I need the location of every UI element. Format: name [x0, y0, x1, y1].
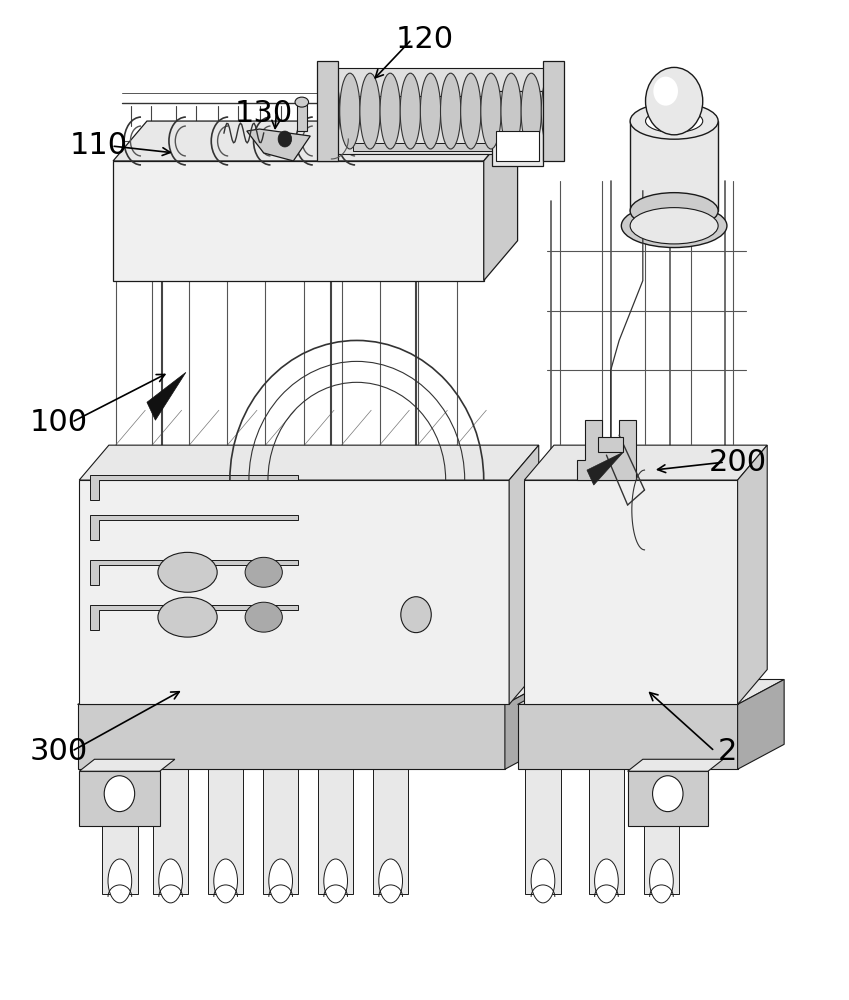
Text: 300: 300 [30, 737, 88, 766]
Polygon shape [630, 121, 718, 211]
Text: 200: 200 [709, 448, 767, 477]
Text: 130: 130 [234, 99, 293, 128]
Ellipse shape [108, 859, 132, 903]
Polygon shape [588, 759, 633, 769]
Polygon shape [102, 759, 146, 769]
Polygon shape [738, 680, 784, 769]
Ellipse shape [645, 110, 703, 132]
Circle shape [645, 67, 703, 135]
Polygon shape [208, 769, 244, 894]
Polygon shape [90, 560, 297, 585]
Ellipse shape [360, 73, 380, 149]
Polygon shape [588, 769, 624, 894]
Ellipse shape [245, 557, 283, 587]
Polygon shape [509, 445, 539, 704]
Ellipse shape [501, 73, 521, 149]
Polygon shape [644, 769, 679, 894]
Polygon shape [113, 121, 518, 161]
Ellipse shape [158, 552, 217, 592]
Polygon shape [153, 769, 188, 894]
Ellipse shape [481, 73, 501, 149]
Polygon shape [153, 759, 197, 769]
Ellipse shape [420, 73, 441, 149]
Ellipse shape [441, 73, 461, 149]
Bar [319, 68, 561, 154]
Ellipse shape [295, 97, 308, 107]
Ellipse shape [400, 73, 420, 149]
Polygon shape [373, 759, 417, 769]
Circle shape [278, 131, 292, 147]
Polygon shape [102, 769, 138, 894]
Polygon shape [79, 759, 175, 771]
Ellipse shape [340, 73, 360, 149]
Polygon shape [318, 759, 362, 769]
Polygon shape [526, 769, 560, 894]
Ellipse shape [214, 859, 238, 903]
Ellipse shape [649, 859, 673, 903]
Polygon shape [525, 445, 767, 480]
Ellipse shape [461, 73, 481, 149]
Polygon shape [738, 445, 767, 704]
Text: 2: 2 [717, 737, 737, 766]
Ellipse shape [319, 73, 340, 149]
Bar [598, 437, 623, 452]
Bar [352, 143, 531, 151]
Polygon shape [263, 759, 306, 769]
Ellipse shape [630, 103, 718, 139]
Ellipse shape [269, 859, 293, 903]
Polygon shape [208, 759, 252, 769]
Ellipse shape [159, 859, 183, 903]
Bar [543, 61, 564, 161]
Ellipse shape [594, 859, 618, 903]
Bar [492, 91, 543, 166]
Ellipse shape [245, 602, 283, 632]
Polygon shape [147, 372, 186, 420]
Polygon shape [77, 704, 505, 769]
Polygon shape [90, 515, 297, 540]
Ellipse shape [542, 73, 561, 149]
Ellipse shape [653, 776, 683, 812]
Polygon shape [79, 445, 539, 480]
Polygon shape [113, 161, 484, 281]
Polygon shape [518, 680, 784, 704]
Polygon shape [79, 480, 509, 704]
Polygon shape [318, 769, 353, 894]
Polygon shape [644, 759, 688, 769]
Polygon shape [576, 420, 636, 480]
Ellipse shape [621, 204, 727, 248]
Polygon shape [373, 769, 408, 894]
Ellipse shape [401, 597, 431, 633]
Ellipse shape [630, 193, 718, 229]
Polygon shape [587, 452, 623, 485]
Polygon shape [247, 129, 310, 161]
Text: 110: 110 [70, 131, 127, 160]
Bar [317, 61, 338, 161]
Polygon shape [505, 680, 552, 769]
Polygon shape [518, 704, 738, 769]
Ellipse shape [104, 776, 135, 812]
Ellipse shape [630, 208, 718, 244]
Text: 100: 100 [30, 408, 88, 437]
Polygon shape [77, 680, 552, 704]
Ellipse shape [380, 73, 401, 149]
Ellipse shape [379, 859, 402, 903]
Bar [497, 131, 539, 161]
Polygon shape [627, 759, 723, 771]
Polygon shape [79, 771, 160, 826]
Polygon shape [484, 121, 518, 281]
Polygon shape [263, 769, 298, 894]
Ellipse shape [323, 859, 347, 903]
Ellipse shape [531, 859, 554, 903]
Text: 120: 120 [396, 25, 453, 54]
Polygon shape [627, 771, 708, 826]
Polygon shape [525, 480, 738, 704]
Ellipse shape [158, 597, 217, 637]
Polygon shape [526, 759, 569, 769]
Bar [296, 103, 306, 131]
Bar [352, 96, 531, 146]
Polygon shape [90, 605, 297, 630]
Circle shape [654, 77, 678, 106]
Ellipse shape [521, 73, 542, 149]
Polygon shape [90, 475, 297, 500]
